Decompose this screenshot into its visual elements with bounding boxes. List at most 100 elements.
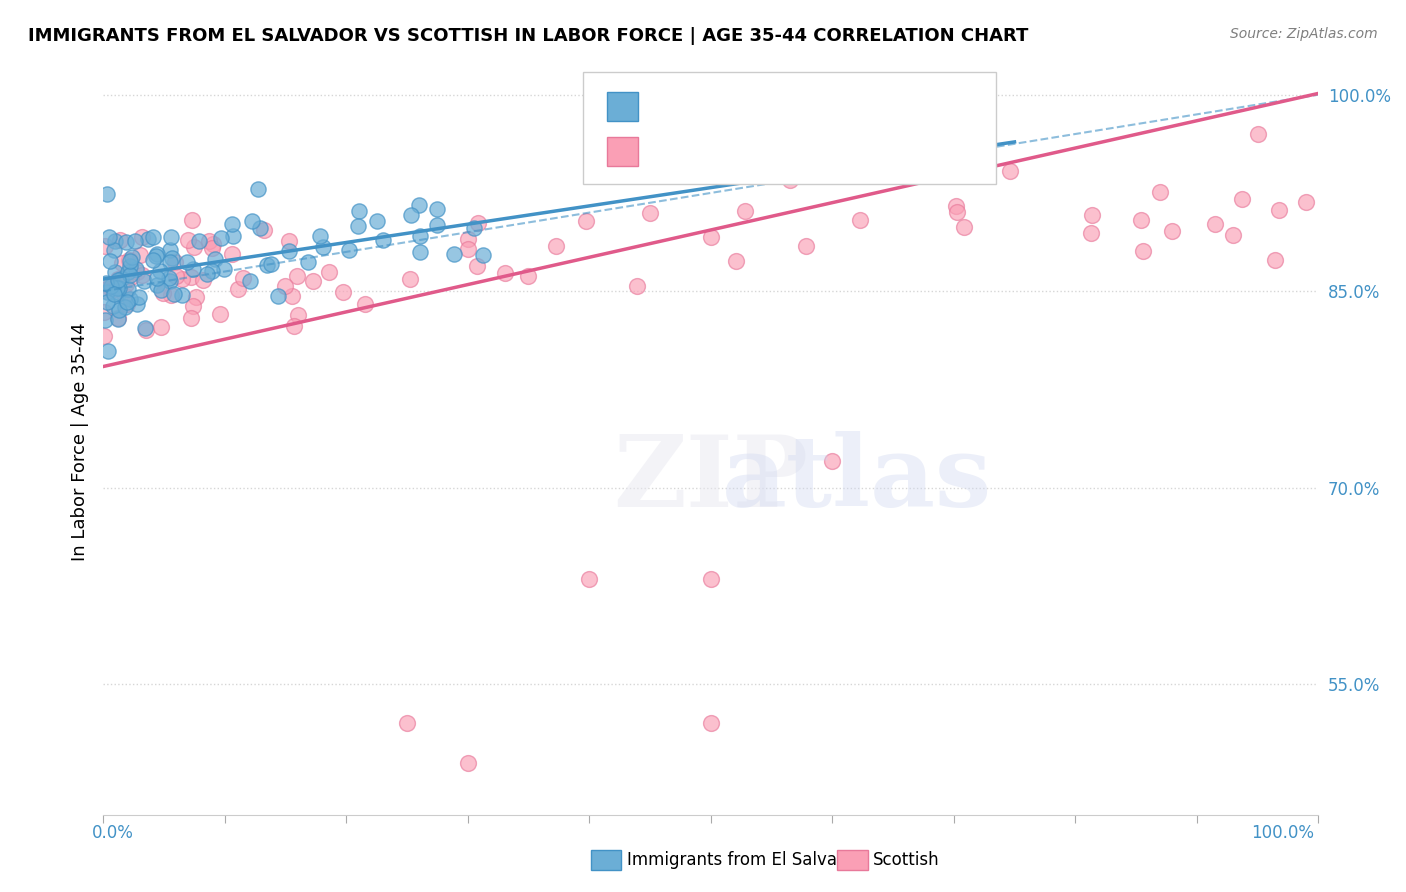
Immigrants from El Salvador	[134, 274, 156, 288]
Immigrants from El Salvador	[297, 255, 319, 269]
Immigrants from El Salvador	[94, 276, 117, 290]
Scottish	[208, 307, 231, 321]
Immigrants from El Salvador	[146, 270, 169, 285]
Scottish	[494, 267, 516, 281]
Immigrants from El Salvador	[104, 235, 127, 249]
Immigrants from El Salvador	[114, 300, 136, 314]
Immigrants from El Salvador	[337, 244, 360, 258]
Immigrants from El Salvador	[142, 253, 165, 268]
Scottish	[108, 233, 131, 247]
Immigrants from El Salvador	[472, 247, 495, 261]
Immigrants from El Salvador	[107, 312, 129, 326]
Scottish	[181, 299, 204, 313]
Immigrants from El Salvador	[120, 268, 142, 283]
Scottish	[1295, 195, 1317, 210]
Scottish	[517, 268, 540, 283]
Scottish	[578, 573, 600, 587]
Immigrants from El Salvador	[209, 231, 232, 245]
Immigrants from El Salvador	[108, 281, 131, 295]
Immigrants from El Salvador	[249, 221, 271, 235]
Immigrants from El Salvador	[146, 246, 169, 260]
Immigrants from El Salvador	[117, 283, 139, 297]
Scottish	[1081, 208, 1104, 222]
Scottish	[1130, 213, 1153, 227]
Immigrants from El Salvador	[222, 229, 245, 244]
Scottish	[165, 268, 187, 283]
Scottish	[253, 222, 276, 236]
Scottish	[1246, 127, 1268, 141]
Immigrants from El Salvador	[117, 264, 139, 278]
Scottish	[149, 320, 172, 334]
Text: Immigrants from El Salvador: Immigrants from El Salvador	[627, 851, 865, 869]
Scottish	[107, 272, 129, 286]
Immigrants from El Salvador	[347, 204, 370, 219]
FancyBboxPatch shape	[583, 72, 997, 185]
Immigrants from El Salvador	[115, 235, 138, 250]
Scottish	[332, 285, 354, 299]
Scottish	[107, 311, 129, 326]
Scottish	[465, 259, 488, 273]
Scottish	[93, 283, 115, 297]
Immigrants from El Salvador	[408, 198, 430, 212]
Immigrants from El Salvador	[346, 219, 368, 233]
Scottish	[172, 272, 194, 286]
Scottish	[159, 288, 181, 302]
Scottish	[467, 216, 489, 230]
Immigrants from El Salvador	[93, 312, 115, 326]
Immigrants from El Salvador	[160, 251, 183, 265]
Text: 100.0%: 100.0%	[1251, 824, 1315, 842]
Scottish	[177, 233, 200, 247]
Scottish	[131, 230, 153, 244]
Scottish	[287, 308, 309, 322]
Scottish	[544, 239, 567, 253]
FancyBboxPatch shape	[607, 137, 638, 166]
Immigrants from El Salvador	[176, 255, 198, 269]
Immigrants from El Salvador	[118, 259, 141, 273]
Scottish	[626, 279, 648, 293]
Immigrants from El Salvador	[103, 244, 125, 258]
Immigrants from El Salvador	[124, 234, 146, 248]
Scottish	[699, 716, 721, 731]
Immigrants from El Salvador	[409, 244, 432, 259]
Scottish	[575, 214, 598, 228]
Immigrants from El Salvador	[110, 272, 132, 286]
Text: IMMIGRANTS FROM EL SALVADOR VS SCOTTISH IN LABOR FORCE | AGE 35-44 CORRELATION C: IMMIGRANTS FROM EL SALVADOR VS SCOTTISH …	[28, 27, 1029, 45]
Scottish	[1204, 217, 1226, 231]
Immigrants from El Salvador	[163, 286, 186, 301]
Immigrants from El Salvador	[149, 283, 172, 297]
Immigrants from El Salvador	[426, 202, 449, 216]
Scottish	[953, 220, 976, 235]
Immigrants from El Salvador	[267, 289, 290, 303]
Scottish	[226, 281, 249, 295]
Scottish	[94, 239, 117, 253]
Scottish	[457, 232, 479, 246]
Scottish	[120, 270, 142, 285]
Immigrants from El Salvador	[121, 251, 143, 265]
Immigrants from El Salvador	[97, 230, 120, 244]
Scottish	[274, 278, 297, 293]
Immigrants from El Salvador	[96, 186, 118, 201]
Immigrants from El Salvador	[239, 274, 262, 288]
Immigrants from El Salvador	[188, 234, 211, 248]
Immigrants from El Salvador	[97, 344, 120, 359]
Scottish	[318, 265, 340, 279]
Scottish	[100, 281, 122, 295]
Immigrants from El Salvador	[159, 275, 181, 289]
Immigrants from El Salvador	[366, 213, 388, 227]
Scottish	[1132, 244, 1154, 258]
Scottish	[283, 318, 305, 333]
Immigrants from El Salvador	[201, 263, 224, 277]
Scottish	[100, 277, 122, 291]
Immigrants from El Salvador	[463, 220, 485, 235]
Immigrants from El Salvador	[195, 267, 218, 281]
Scottish	[1149, 186, 1171, 200]
Scottish	[301, 274, 323, 288]
Immigrants from El Salvador	[118, 292, 141, 306]
Immigrants from El Salvador	[145, 249, 167, 263]
Immigrants from El Salvador	[181, 261, 204, 276]
Immigrants from El Salvador	[107, 273, 129, 287]
Scottish	[794, 238, 817, 252]
Text: ZIP: ZIP	[613, 431, 808, 528]
Scottish	[93, 329, 115, 343]
Immigrants from El Salvador	[157, 271, 180, 285]
